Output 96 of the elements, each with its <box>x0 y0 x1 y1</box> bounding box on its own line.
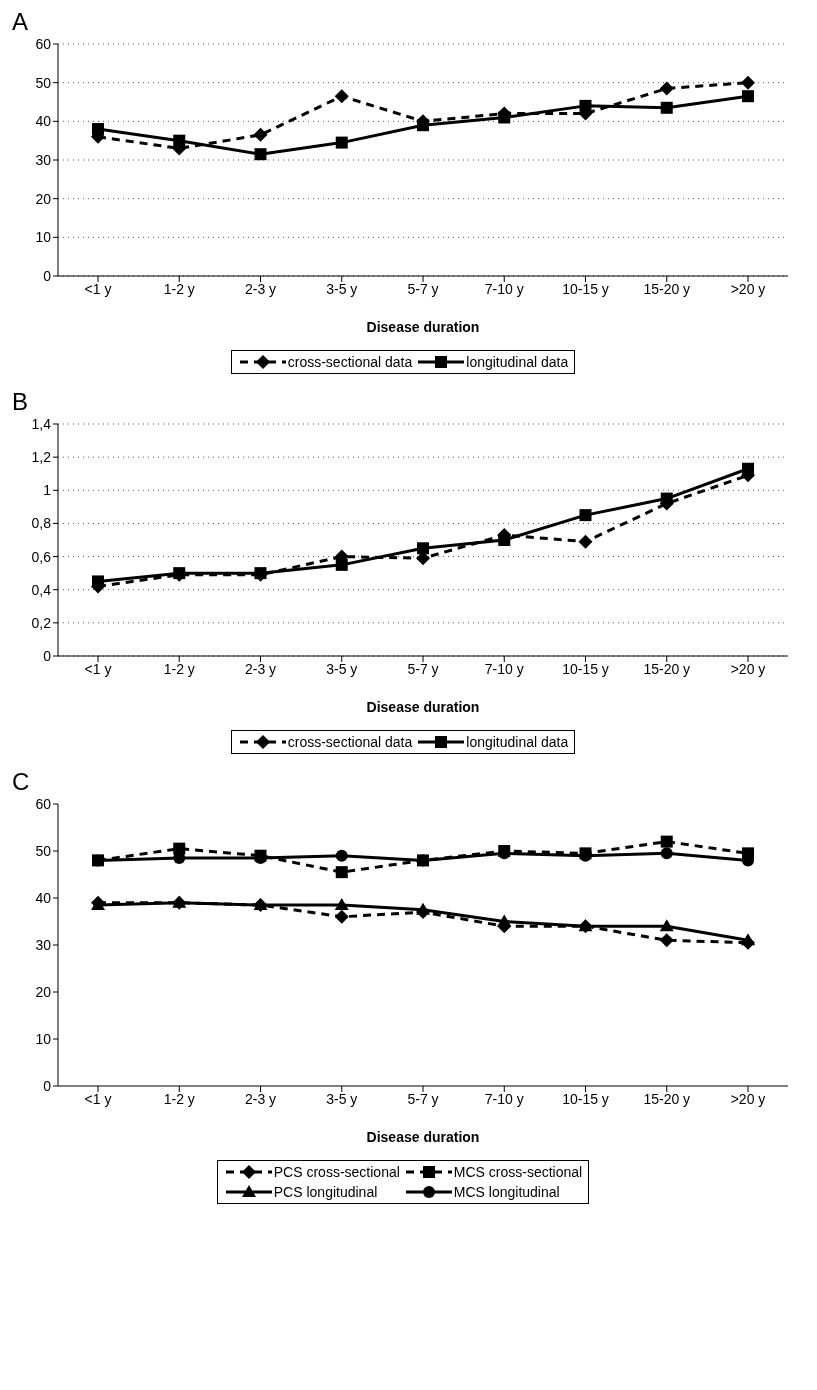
x-tick-label: 5-7 y <box>407 660 439 677</box>
point <box>335 136 348 149</box>
point <box>741 75 755 90</box>
x-tick-label: 1-2 y <box>163 1090 195 1107</box>
point <box>335 558 348 571</box>
y-tick-label: 60 <box>35 35 52 52</box>
chart-title: B <box>12 388 29 416</box>
y-tick-label: 30 <box>35 936 52 953</box>
y-tick-label: 0 <box>43 647 52 664</box>
legend-label: cross-sectional data <box>287 734 413 750</box>
y-tick-label: 10 <box>35 229 52 246</box>
y-tick-label: 0,6 <box>31 548 52 565</box>
point <box>660 847 673 860</box>
point <box>173 567 186 580</box>
chart-title: A <box>12 8 29 36</box>
y-tick-label: 60 <box>35 795 52 812</box>
y-tick-label: 30 <box>35 151 52 168</box>
point <box>579 509 592 522</box>
x-tick-label: <1 y <box>84 280 112 297</box>
point <box>742 462 754 475</box>
x-tick-label: >20 y <box>730 1090 766 1107</box>
point <box>659 919 674 932</box>
x-tick-label: <1 y <box>84 660 112 677</box>
legend-label: PCS cross-sectional <box>273 1164 400 1180</box>
x-tick-label: 7-10 y <box>484 660 524 677</box>
x-tick-label: 7-10 y <box>484 280 524 297</box>
point <box>254 148 267 161</box>
point <box>497 914 512 927</box>
point <box>92 123 104 136</box>
point <box>173 134 186 147</box>
x-axis-title: Disease duration <box>366 699 480 715</box>
x-tick-label: >20 y <box>730 660 766 677</box>
point <box>660 835 673 848</box>
legend-label: MCS cross-sectional <box>453 1164 583 1180</box>
point <box>335 849 348 862</box>
point <box>253 127 268 142</box>
y-tick-label: 10 <box>35 1030 52 1047</box>
point <box>498 534 511 546</box>
point <box>498 111 511 124</box>
chart-title: C <box>12 768 31 796</box>
point <box>660 101 673 114</box>
x-tick-label: 2-3 y <box>244 1090 277 1107</box>
legend-label: MCS longitudinal <box>453 1184 560 1200</box>
x-tick-label: 3-5 y <box>326 1090 358 1107</box>
point <box>417 542 429 555</box>
point <box>334 89 349 104</box>
x-tick-label: 10-15 y <box>562 660 609 677</box>
point <box>416 902 430 915</box>
x-tick-label: 10-15 y <box>562 280 609 297</box>
legend-label: longitudinal data <box>466 354 569 370</box>
y-tick-label: 1,4 <box>31 415 52 432</box>
point <box>334 909 349 924</box>
x-tick-label: 3-5 y <box>326 280 358 297</box>
y-tick-label: 1 <box>43 482 52 499</box>
x-tick-label: 1-2 y <box>163 660 195 677</box>
x-axis-title: Disease duration <box>366 1129 480 1145</box>
point <box>742 90 754 103</box>
x-tick-label: 2-3 y <box>244 660 277 677</box>
point <box>334 898 349 911</box>
legend-label: longitudinal data <box>466 734 569 750</box>
y-tick-label: 0,2 <box>31 614 52 631</box>
y-tick-label: 40 <box>35 113 52 130</box>
x-axis-title: Disease duration <box>366 319 480 335</box>
y-tick-label: 0 <box>43 267 52 284</box>
x-tick-label: 5-7 y <box>407 1090 439 1107</box>
y-tick-label: 20 <box>35 983 52 1000</box>
x-tick-label: 1-2 y <box>163 280 195 297</box>
x-tick-label: 7-10 y <box>484 1090 524 1107</box>
point <box>659 81 674 96</box>
y-tick-label: 0,8 <box>31 515 52 532</box>
point <box>659 933 674 948</box>
x-tick-label: 15-20 y <box>643 280 691 297</box>
legend-label: cross-sectional data <box>287 354 413 370</box>
y-tick-label: 0,4 <box>31 581 52 598</box>
y-tick-label: 50 <box>35 842 52 859</box>
legend-label: PCS longitudinal <box>273 1184 378 1200</box>
point <box>335 866 348 879</box>
point <box>92 575 104 588</box>
point <box>417 119 429 132</box>
y-tick-label: 40 <box>35 889 52 906</box>
x-tick-label: <1 y <box>84 1090 112 1107</box>
x-tick-label: 5-7 y <box>407 280 439 297</box>
x-tick-label: >20 y <box>730 280 766 297</box>
x-tick-label: 15-20 y <box>643 660 691 677</box>
x-tick-label: 2-3 y <box>244 280 277 297</box>
y-tick-label: 0 <box>43 1077 52 1094</box>
y-tick-label: 50 <box>35 74 52 91</box>
y-tick-label: 1,2 <box>31 449 52 466</box>
point <box>578 534 593 549</box>
point <box>741 933 755 946</box>
y-tick-label: 20 <box>35 190 52 207</box>
point <box>579 99 592 112</box>
x-tick-label: 3-5 y <box>326 660 358 677</box>
point <box>660 492 673 505</box>
x-tick-label: 10-15 y <box>562 1090 609 1107</box>
x-tick-label: 15-20 y <box>643 1090 691 1107</box>
